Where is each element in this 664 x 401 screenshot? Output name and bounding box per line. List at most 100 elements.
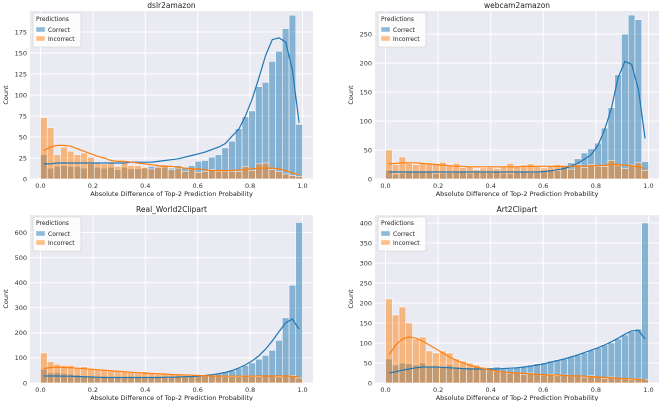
bar-correct	[627, 331, 636, 384]
x-tick-label: 0.0	[380, 386, 390, 394]
bar-incorrect	[141, 166, 149, 180]
y-tick-label: 125	[15, 70, 27, 78]
bar-incorrect	[506, 163, 514, 180]
bar-incorrect	[46, 361, 55, 384]
x-tick-label: 0.6	[193, 182, 203, 190]
x-tick-label: 1.0	[297, 386, 307, 394]
y-tick-label: 300	[15, 304, 27, 312]
x-tick-label: 0.6	[538, 182, 548, 190]
kde-line-correct	[388, 60, 646, 173]
bar-incorrect	[560, 374, 568, 384]
bar-incorrect	[601, 166, 609, 180]
bar-incorrect	[214, 171, 223, 180]
bar-incorrect	[235, 171, 243, 180]
y-tick-label: 75	[19, 112, 27, 120]
kde-line-correct	[43, 37, 300, 165]
bar-incorrect	[553, 375, 562, 384]
kde-line-incorrect	[43, 144, 300, 176]
y-tick-label: 200	[360, 299, 372, 307]
bar-incorrect	[261, 162, 270, 180]
x-tick-label: 1.0	[643, 182, 653, 190]
bar-incorrect	[580, 376, 589, 384]
x-tick-label: 0.4	[140, 386, 150, 394]
bar-incorrect	[493, 168, 501, 180]
bar-incorrect	[641, 170, 649, 180]
y-tick-label: 0	[23, 379, 27, 387]
y-tick-label: 100	[15, 91, 27, 99]
bar-correct	[641, 222, 649, 384]
bar-incorrect	[73, 154, 82, 180]
bar-incorrect	[87, 156, 95, 180]
bar-incorrect	[127, 165, 135, 180]
bar-incorrect	[587, 164, 595, 180]
bar-incorrect	[385, 298, 393, 384]
bar-incorrect	[241, 166, 250, 180]
bar-incorrect	[385, 149, 393, 180]
bar-incorrect	[248, 376, 256, 384]
legend-entry-correct: Correct	[393, 27, 416, 34]
bar-incorrect	[594, 376, 602, 384]
bar-incorrect	[634, 162, 642, 180]
bar-incorrect	[93, 162, 102, 180]
bar-incorrect	[533, 166, 541, 180]
chart-panel-4: 0.0 0.2 0.4 0.6 0.8 1.0 0 50 100 150 200 250 300 350 4…	[347, 205, 659, 401]
y-tick-label: 250	[360, 30, 372, 38]
bar-incorrect	[499, 166, 508, 180]
bar-incorrect	[268, 375, 276, 384]
bar-incorrect	[228, 171, 236, 180]
bar-incorrect	[194, 375, 202, 384]
bar-incorrect	[574, 375, 582, 384]
bar-incorrect	[201, 375, 209, 384]
bar-incorrect	[621, 168, 629, 180]
bar-incorrect	[268, 169, 276, 180]
y-tick-label: 100	[360, 117, 372, 125]
bar-incorrect	[614, 164, 622, 180]
x-axis-label: Absolute Difference of Top-2 Prediction …	[436, 394, 599, 401]
bar-incorrect	[147, 168, 155, 180]
legend-title: Predictions	[381, 16, 414, 23]
legend: Predictions Correct Incorrect	[32, 216, 82, 252]
legend-entry-incorrect: Incorrect	[48, 36, 75, 43]
y-axis-label: Count	[347, 85, 355, 105]
bar-incorrect	[506, 372, 514, 384]
bar-incorrect	[486, 368, 494, 384]
y-tick-label: 100	[360, 339, 372, 347]
chart-title: Art2Clipart	[497, 205, 538, 214]
chart-title: webcam2amazon	[484, 1, 550, 10]
y-axis-label: Count	[347, 289, 355, 309]
y-tick-label: 50	[364, 359, 372, 367]
bar-correct	[295, 222, 303, 384]
x-tick-label: 0.4	[486, 182, 496, 190]
y-tick-label: 200	[360, 59, 372, 67]
legend-title: Predictions	[36, 220, 69, 227]
legend-entry-correct: Correct	[48, 231, 71, 238]
x-tick-label: 0.2	[88, 386, 98, 394]
y-tick-label: 400	[15, 279, 27, 287]
bar-incorrect	[107, 162, 115, 180]
bar-incorrect	[466, 166, 474, 180]
bar-incorrect	[167, 374, 176, 384]
x-tick-label: 0.8	[245, 182, 255, 190]
bar-incorrect	[181, 171, 189, 180]
bar-incorrect	[188, 168, 196, 180]
y-tick-label: 350	[360, 239, 372, 247]
bar-incorrect	[87, 368, 95, 384]
bar-incorrect	[459, 167, 467, 180]
bar-correct	[621, 33, 629, 180]
legend: Predictions Correct Incorrect	[377, 12, 427, 48]
bar-incorrect	[248, 170, 256, 180]
bar-incorrect	[194, 172, 202, 180]
bar-incorrect	[282, 375, 290, 384]
bar-incorrect	[513, 166, 521, 180]
bar-incorrect	[221, 171, 229, 180]
x-tick-label: 0.6	[193, 386, 203, 394]
bar-incorrect	[80, 152, 88, 180]
chart-panel-1: 0.0 0.2 0.4 0.6 0.8 1.0 0 25 50 75 100 125 150 175 dsl…	[2, 1, 313, 198]
x-tick-label: 0.0	[380, 182, 390, 190]
bar-incorrect	[214, 375, 223, 384]
bar-incorrect	[161, 373, 169, 384]
x-tick-label: 0.2	[88, 182, 98, 190]
kde-line-correct	[43, 318, 300, 379]
bar-incorrect	[479, 167, 487, 180]
